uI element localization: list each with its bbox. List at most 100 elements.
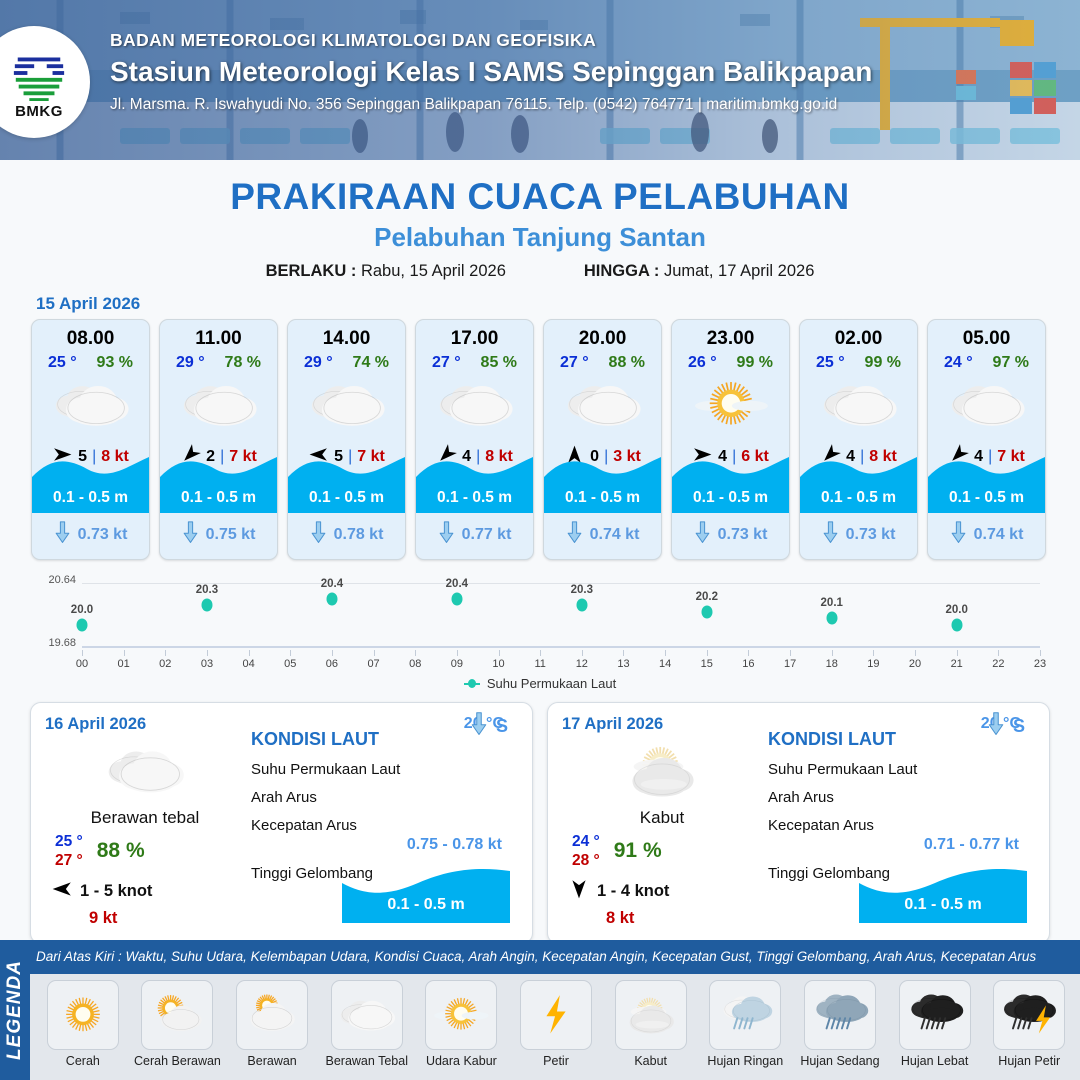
card-time: 17.00 bbox=[450, 328, 499, 349]
legend-item-label: Berawan bbox=[247, 1054, 297, 1068]
card-current-speed: 0.78 kt bbox=[333, 526, 384, 543]
x-tick-label: 23 bbox=[1033, 658, 1047, 670]
wave-graphic bbox=[160, 451, 277, 513]
card-humidity: 99 % bbox=[736, 354, 774, 371]
x-tick-label: 20 bbox=[908, 658, 922, 670]
chart-point-label: 20.4 bbox=[320, 577, 344, 590]
chart-plot-area: 20.0 20.3 20.4 20.4 20.3 20.2 20.1 20.0 bbox=[71, 577, 1040, 648]
x-tick-mark bbox=[290, 650, 292, 656]
card-temperature: 29 ° bbox=[175, 354, 205, 371]
x-tick-label: 19 bbox=[867, 658, 880, 670]
wind-direction-arrow-icon bbox=[948, 444, 970, 470]
hourly-card[interactable]: 08.00 25 ° 93 % 5 | 8 kt 0.1 - 0.5 m 0.73 kt bbox=[31, 319, 150, 560]
card-time: 02.00 bbox=[834, 328, 883, 349]
daily-forecast-panel[interactable]: 17 April 2026 Kabut 24 ° 28 ° 91 % 1 - 4 knot… bbox=[547, 702, 1050, 944]
daily-condition: Kabut bbox=[639, 808, 685, 827]
daily-forecast-row: 16 April 2026 Berawan tebal 25 ° 27 ° 88 % 1 … bbox=[0, 702, 1080, 944]
berawan-icon bbox=[236, 980, 309, 1050]
card-current-speed: 0.73 kt bbox=[717, 526, 768, 543]
x-tick-label: 21 bbox=[950, 658, 963, 670]
legend-side-text: LEGENDA bbox=[4, 960, 25, 1060]
x-tick-mark bbox=[790, 650, 792, 656]
kabut-icon bbox=[614, 980, 687, 1050]
cerah-icon bbox=[46, 980, 119, 1050]
hourly-card[interactable]: 11.00 29 ° 78 % 2 | 7 kt 0.1 - 0.5 m 0.75 kt bbox=[159, 319, 278, 560]
daily-forecast-panel[interactable]: 16 April 2026 Berawan tebal 25 ° 27 ° 88 % 1 … bbox=[30, 702, 533, 944]
validity-row: BERLAKU : Rabu, 15 April 2026 HINGGA : J… bbox=[0, 262, 1080, 281]
card-current: 0.74 kt bbox=[928, 521, 1045, 549]
daily-temp-max: 28 ° bbox=[572, 852, 600, 870]
card-temperature: 26 ° bbox=[687, 354, 717, 371]
card-wave-height: 0.1 - 0.5 m bbox=[821, 489, 896, 506]
card-wind-separator: | bbox=[92, 448, 97, 465]
card-wind-separator: | bbox=[732, 448, 737, 465]
chart-point-label: 20.3 bbox=[195, 584, 219, 597]
x-tick-mark bbox=[706, 650, 708, 656]
wave-height-row: Tinggi Gelombang bbox=[251, 865, 374, 882]
x-tick-label: 22 bbox=[992, 658, 1005, 670]
hujan-petir-icon bbox=[993, 980, 1066, 1050]
daily-humidity: 91 % bbox=[613, 839, 662, 863]
card-current: 0.73 kt bbox=[672, 521, 789, 549]
sea-conditions-title: KONDISI LAUT bbox=[251, 729, 379, 749]
card-temperature: 29 ° bbox=[303, 354, 333, 371]
wind-direction-arrow-icon bbox=[52, 444, 73, 470]
hourly-card[interactable]: 17.00 27 ° 85 % 4 | 8 kt 0.1 - 0.5 m 0.77 kt bbox=[415, 319, 534, 560]
card-wind-speed: 5 bbox=[334, 448, 344, 465]
x-tick-mark bbox=[456, 650, 458, 656]
hujan-ringan-icon bbox=[709, 980, 782, 1050]
x-tick-mark bbox=[998, 650, 1000, 656]
current-direction-value: S bbox=[495, 715, 508, 736]
hourly-card[interactable]: 23.00 26 ° 99 % 4 | 6 kt 0.1 - 0.5 m 0.73 kt bbox=[671, 319, 790, 560]
sst-chart: 20.64 19.68 20.0 20.3 20.4 20.4 20.3 20.2 20.1… bbox=[30, 574, 1050, 696]
hourly-card[interactable]: 14.00 29 ° 74 % 5 | 7 kt 0.1 - 0.5 m 0.78 kt bbox=[287, 319, 406, 560]
current-direction-arrow-icon bbox=[310, 521, 327, 549]
daily-sea-conditions: KONDISI LAUT Suhu Permukaan Laut 20 °C Arah… bbox=[245, 712, 518, 931]
card-temp-humidity: 29 ° 78 % bbox=[160, 354, 277, 372]
x-tick-mark bbox=[373, 650, 375, 656]
card-humidity: 85 % bbox=[480, 354, 518, 371]
x-tick-label: 13 bbox=[617, 658, 630, 670]
station-name: Stasiun Meteorologi Kelas I SAMS Sepingg… bbox=[110, 56, 873, 87]
axis-baseline bbox=[82, 646, 1040, 648]
current-speed-row: Kecepatan Arus bbox=[251, 817, 357, 834]
daily-temp-humidity: 24 ° 28 ° 91 % bbox=[562, 832, 762, 871]
legend-item: Cerah Berawan bbox=[131, 980, 225, 1068]
x-tick-label: 00 bbox=[75, 658, 89, 670]
x-tick-mark bbox=[581, 650, 583, 656]
daily-temp-max: 27 ° bbox=[55, 852, 83, 870]
wave-graphic bbox=[928, 451, 1045, 513]
wave-graphic bbox=[32, 451, 149, 513]
x-tick-label: 07 bbox=[367, 658, 380, 670]
card-humidity: 74 % bbox=[352, 354, 390, 371]
x-tick-label: 16 bbox=[742, 658, 755, 670]
bmkg-logo: BMKG bbox=[0, 26, 90, 138]
hourly-card[interactable]: 02.00 25 ° 99 % 4 | 8 kt 0.1 - 0.5 m 0.73 kt bbox=[799, 319, 918, 560]
x-tick-mark bbox=[1040, 650, 1041, 656]
chart-legend: Suhu Permukaan Laut bbox=[30, 676, 1050, 691]
hourly-card[interactable]: 05.00 24 ° 97 % 4 | 7 kt 0.1 - 0.5 m 0.74 kt bbox=[927, 319, 1046, 560]
daily-wind-range: 1 - 5 knot bbox=[80, 881, 153, 900]
hujan-lebat-icon bbox=[898, 980, 971, 1050]
x-tick-mark bbox=[915, 650, 917, 656]
card-temp-humidity: 24 ° 97 % bbox=[928, 354, 1045, 372]
card-humidity: 88 % bbox=[608, 354, 646, 371]
card-temperature: 27 ° bbox=[559, 354, 589, 371]
daily-wind: 1 - 5 knot bbox=[45, 878, 245, 905]
card-temp-humidity: 27 ° 85 % bbox=[416, 354, 533, 372]
card-gust: 8 kt bbox=[485, 448, 513, 465]
hourly-card[interactable]: 20.00 27 ° 88 % 0 | 3 kt 0.1 - 0.5 m 0.74 kt bbox=[543, 319, 662, 560]
berawan-tebal-icon bbox=[32, 374, 149, 436]
valid-from-label: BERLAKU : bbox=[265, 262, 357, 280]
card-wave-height: 0.1 - 0.5 m bbox=[53, 489, 128, 506]
x-tick-mark bbox=[206, 650, 208, 656]
current-direction-value: S bbox=[1012, 715, 1025, 736]
legend-item: Hujan Petir bbox=[982, 980, 1076, 1068]
hourly-date-label: 15 April 2026 bbox=[36, 294, 141, 313]
page-title: PRAKIRAAN CUACA PELABUHAN bbox=[230, 176, 850, 217]
card-wind-separator: | bbox=[988, 448, 993, 465]
legend-item: Hujan Ringan bbox=[698, 980, 792, 1068]
wave-graphic bbox=[288, 451, 405, 513]
chart-point bbox=[701, 605, 713, 619]
current-direction-arrow-icon bbox=[950, 521, 967, 549]
